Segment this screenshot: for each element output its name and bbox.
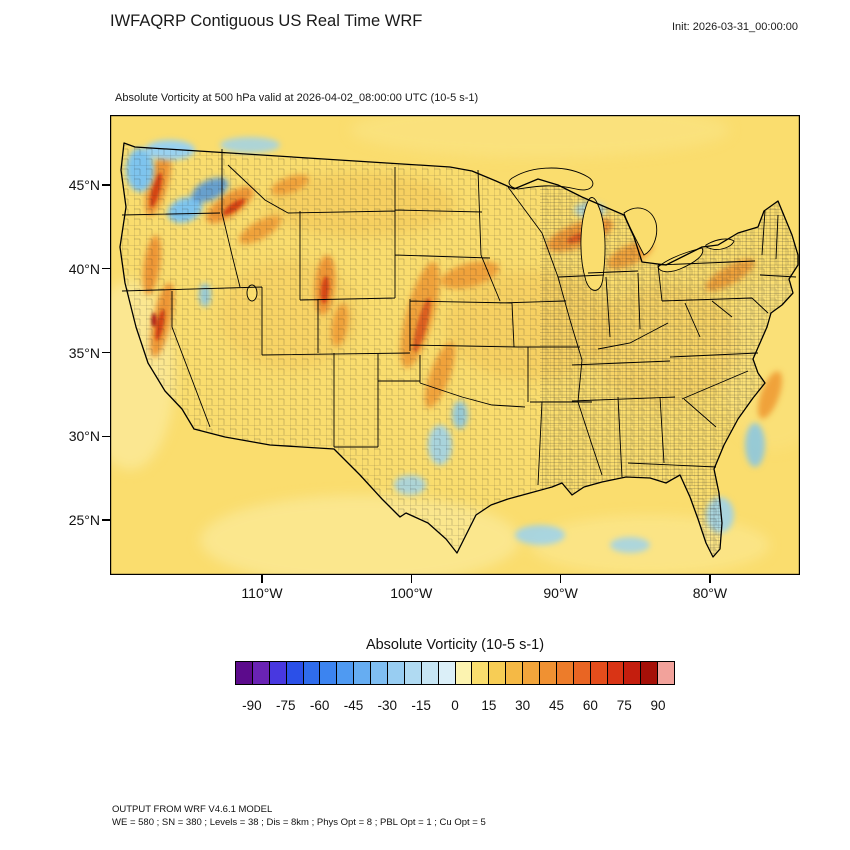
- colorbar-segment: [471, 661, 490, 685]
- y-axis-tick-mark: [102, 351, 110, 354]
- colorbar-tick-value: -45: [343, 698, 364, 713]
- y-axis-tick-mark: [102, 435, 110, 437]
- colorbar-segment: [640, 661, 659, 685]
- map-frame: [110, 115, 800, 575]
- colorbar-segment: [420, 661, 439, 685]
- us-vorticity-map: [110, 115, 800, 575]
- us-outline: [119, 142, 799, 558]
- y-axis-tick-mark: [102, 519, 110, 521]
- colorbar-tick-value: -90: [242, 698, 262, 713]
- page-title: IWFAQRP Contiguous US Real Time WRF: [110, 12, 423, 30]
- colorbar-tick-value: 0: [451, 698, 459, 713]
- colorbar-segment: [302, 661, 321, 685]
- colorbar-segment: [657, 661, 676, 685]
- colorbar-segment: [235, 661, 253, 685]
- colorbar-segment: [437, 661, 456, 685]
- y-axis-tick-mark: [102, 268, 110, 270]
- colorbar-segment: [251, 661, 270, 685]
- colorbar-segment: [336, 661, 355, 685]
- colorbar-segment: [572, 661, 591, 685]
- colorbar-tick-value: 15: [481, 698, 497, 713]
- init-timestamp: Init: 2026-03-31_00:00:00: [672, 21, 798, 33]
- y-axis-tick-label: 30°N: [68, 428, 100, 445]
- lake-superior: [508, 167, 594, 191]
- y-axis-tick-label: 40°N: [68, 260, 100, 277]
- colorbar-segment: [353, 661, 372, 685]
- lake-erie: [657, 247, 704, 273]
- x-axis-tick-mark: [559, 575, 562, 583]
- y-axis-tick-label: 35°N: [68, 344, 100, 361]
- colorbar-segment: [387, 661, 405, 685]
- colorbar-tick-value: 30: [515, 698, 531, 713]
- colorbar-segment: [539, 661, 557, 685]
- colorbar-tick-value: -30: [377, 698, 398, 713]
- great-salt-lake: [246, 284, 258, 302]
- colorbar-segment: [589, 661, 608, 685]
- colorbar-tick-value: 45: [549, 698, 565, 713]
- x-axis-tick-mark: [709, 575, 711, 583]
- colorbar-segment: [606, 661, 625, 685]
- footer-model-line: OUTPUT FROM WRF V4.6.1 MODEL: [112, 804, 273, 815]
- x-axis-tick-label: 90°W: [543, 585, 578, 601]
- x-axis-tick-mark: [261, 575, 263, 583]
- colorbar-segment: [403, 661, 422, 685]
- colorbar-segment: [319, 661, 338, 685]
- lake-michigan: [580, 197, 606, 291]
- y-axis-tick-mark: [102, 184, 110, 186]
- map-plot-area: 45°N 40°N 35°N 30°N 25°N 110°W 100°W 90°W 80°W: [69, 115, 800, 601]
- great-lakes: [246, 167, 735, 302]
- map-subtitle: Absolute Vorticity at 500 hPa valid at 2…: [115, 92, 479, 104]
- footer-config-line: WE = 580 ; SN = 380 ; Levels = 38 ; Dis …: [112, 817, 486, 828]
- colorbar-tick-value: 90: [650, 698, 666, 713]
- colorbar-segment: [505, 661, 524, 685]
- colorbar: [235, 661, 676, 685]
- x-axis-tick-label: 110°W: [241, 585, 283, 601]
- colorbar-segment: [488, 661, 507, 685]
- colorbar-tick-value: -60: [309, 698, 330, 713]
- x-axis-tick-mark: [410, 575, 412, 583]
- colorbar-segment: [522, 661, 541, 685]
- colorbar-title: Absolute Vorticity (10-5 s-1): [365, 637, 545, 653]
- y-axis-tick-label: 25°N: [68, 512, 100, 528]
- y-axis-tick-label: 45°N: [68, 177, 100, 193]
- colorbar-tick-value: 75: [616, 698, 632, 713]
- colorbar-segment: [370, 661, 389, 685]
- x-axis-tick-label: 100°W: [390, 585, 433, 601]
- state-boundaries: [121, 149, 797, 486]
- x-axis-tick-label: 80°W: [692, 585, 728, 601]
- colorbar-segment: [285, 661, 304, 685]
- colorbar-tick-value: -75: [276, 698, 296, 713]
- colorbar-segment: [555, 661, 574, 685]
- colorbar-tick-value: 60: [582, 698, 598, 713]
- colorbar-tick-labels: -90 -75 -60 -45 -30 -15 0 15 30 45 60 75 90: [235, 698, 675, 714]
- colorbar-segment: [268, 661, 287, 685]
- colorbar-segment: [623, 661, 642, 685]
- colorbar-segment: [454, 661, 473, 685]
- colorbar-tick-value: -15: [411, 698, 431, 713]
